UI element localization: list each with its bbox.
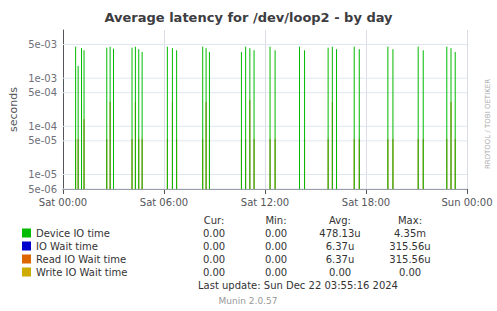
svg-text:seconds: seconds bbox=[7, 87, 20, 132]
svg-text:0.00: 0.00 bbox=[203, 267, 225, 278]
svg-text:0.00: 0.00 bbox=[203, 228, 225, 239]
svg-text:Last update: Sun Dec 22 03:55:: Last update: Sun Dec 22 03:55:16 2024 bbox=[198, 280, 398, 291]
svg-text:Munin 2.0.57: Munin 2.0.57 bbox=[219, 296, 278, 306]
svg-text:0.00: 0.00 bbox=[265, 267, 287, 278]
svg-text:Min:: Min: bbox=[265, 215, 286, 226]
svg-text:Read IO Wait time: Read IO Wait time bbox=[36, 254, 126, 265]
svg-text:Max:: Max: bbox=[398, 215, 422, 226]
svg-text:Sat 00:00: Sat 00:00 bbox=[39, 197, 87, 208]
svg-text:1e-05: 1e-05 bbox=[28, 169, 57, 180]
svg-text:5e-06: 5e-06 bbox=[28, 184, 57, 195]
svg-text:5e-05: 5e-05 bbox=[28, 135, 57, 146]
svg-text:Sat 06:00: Sat 06:00 bbox=[140, 197, 188, 208]
svg-text:RRDTOOL / TOBI OETIKER: RRDTOOL / TOBI OETIKER bbox=[484, 79, 492, 169]
svg-text:1e-03: 1e-03 bbox=[28, 73, 57, 84]
svg-text:Sun 00:00: Sun 00:00 bbox=[441, 197, 492, 208]
svg-text:IO Wait time: IO Wait time bbox=[36, 241, 98, 252]
svg-text:0.00: 0.00 bbox=[203, 254, 225, 265]
svg-text:4.35m: 4.35m bbox=[394, 228, 426, 239]
svg-text:0.00: 0.00 bbox=[203, 241, 225, 252]
svg-text:6.37u: 6.37u bbox=[326, 241, 355, 252]
svg-text:315.56u: 315.56u bbox=[389, 241, 430, 252]
svg-text:Avg:: Avg: bbox=[329, 215, 351, 226]
svg-text:0.00: 0.00 bbox=[265, 241, 287, 252]
svg-text:478.13u: 478.13u bbox=[319, 228, 360, 239]
svg-text:0.00: 0.00 bbox=[265, 228, 287, 239]
svg-text:315.56u: 315.56u bbox=[389, 254, 430, 265]
svg-text:Write IO Wait time: Write IO Wait time bbox=[36, 267, 127, 278]
svg-text:Average latency for /dev/loop2: Average latency for /dev/loop2 - by day bbox=[104, 10, 393, 25]
svg-text:5e-04: 5e-04 bbox=[28, 87, 57, 98]
svg-text:Sat 12:00: Sat 12:00 bbox=[241, 197, 289, 208]
svg-text:0.00: 0.00 bbox=[265, 254, 287, 265]
svg-text:0.00: 0.00 bbox=[399, 267, 421, 278]
svg-text:Device IO time: Device IO time bbox=[36, 228, 110, 239]
svg-text:0.00: 0.00 bbox=[329, 267, 351, 278]
svg-text:Sat 18:00: Sat 18:00 bbox=[342, 197, 390, 208]
svg-text:Cur:: Cur: bbox=[204, 215, 225, 226]
svg-text:5e-03: 5e-03 bbox=[28, 39, 57, 50]
svg-text:6.37u: 6.37u bbox=[326, 254, 355, 265]
svg-text:1e-04: 1e-04 bbox=[28, 121, 57, 132]
